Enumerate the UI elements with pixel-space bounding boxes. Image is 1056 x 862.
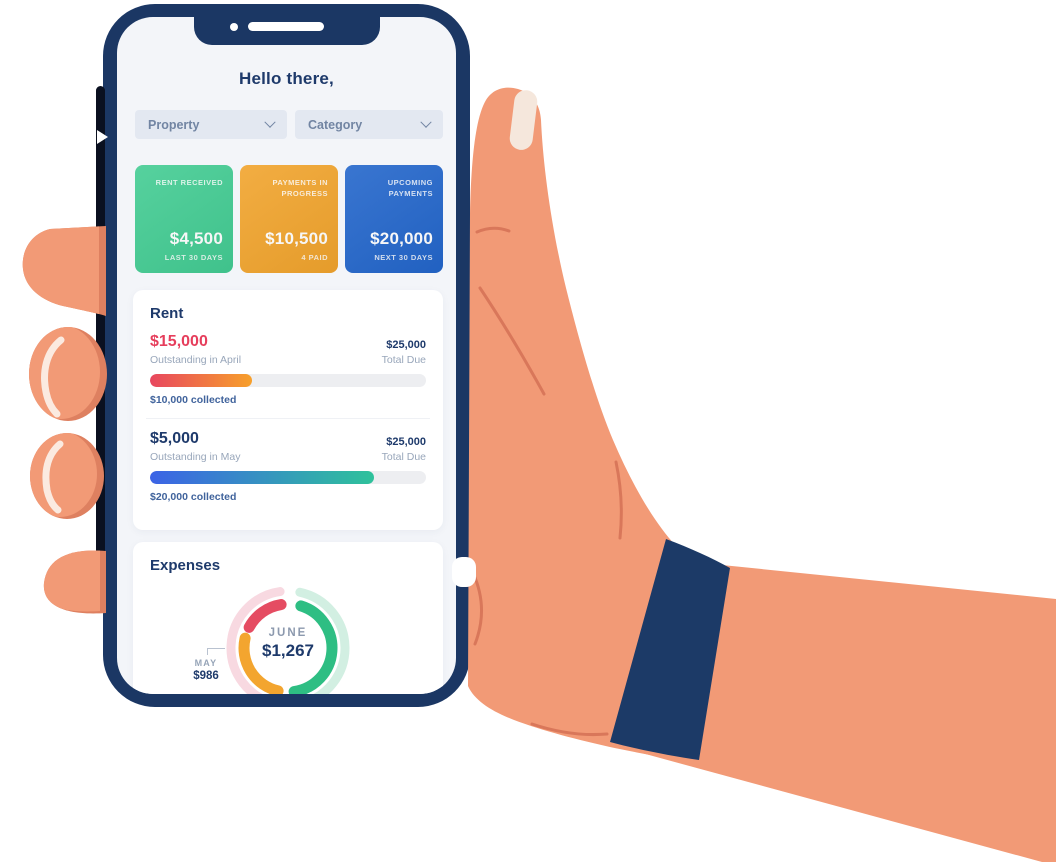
total-due-amount: $25,000 bbox=[386, 339, 426, 351]
rent-row-may: $5,000 $25,000 Outstanding in May Total … bbox=[150, 430, 426, 503]
fingertip-pinky bbox=[43, 550, 106, 614]
stat-label: UPCOMING PAYMENTS bbox=[387, 178, 433, 198]
stat-label: PAYMENTS IN PROGRESS bbox=[272, 178, 328, 198]
fingertip-ring bbox=[30, 433, 104, 519]
category-dropdown[interactable]: Category bbox=[295, 110, 443, 139]
thumb-nail bbox=[509, 90, 538, 150]
hand bbox=[468, 87, 736, 763]
callout-month: MAY bbox=[194, 658, 218, 668]
wristband bbox=[610, 539, 730, 760]
callout-leader-line bbox=[207, 648, 225, 655]
stat-card-payments-in-progress[interactable]: PAYMENTS IN PROGRESS $10,500 4 PAID bbox=[240, 165, 338, 273]
finger-nail bbox=[42, 440, 64, 514]
donut-month: JUNE bbox=[268, 627, 308, 639]
stat-label: RENT RECEIVED bbox=[155, 178, 223, 187]
rent-progress-track bbox=[150, 471, 426, 484]
stat-sublabel: 4 PAID bbox=[301, 253, 328, 262]
property-dropdown-label: Property bbox=[148, 117, 200, 132]
arm bbox=[616, 565, 1056, 862]
stat-card-rent-received[interactable]: RENT RECEIVED $4,500 LAST 30 DAYS bbox=[135, 165, 233, 273]
donut-center-label: JUNE $1,267 bbox=[213, 627, 363, 661]
page-title: Hello there, bbox=[239, 69, 334, 88]
chevron-down-icon bbox=[264, 116, 276, 128]
stat-card-upcoming-payments[interactable]: UPCOMING PAYMENTS $20,000 NEXT 30 DAYS bbox=[345, 165, 443, 273]
outstanding-amount: $5,000 bbox=[150, 430, 199, 447]
expenses-panel-title: Expenses bbox=[150, 557, 221, 574]
rent-row-april: $15,000 $25,000 Outstanding in April Tot… bbox=[150, 333, 426, 406]
hand-creases bbox=[471, 226, 623, 737]
stat-card-row: RENT RECEIVED $4,500 LAST 30 DAYS PAYMEN… bbox=[135, 165, 443, 273]
donut-segment-june-green bbox=[288, 600, 338, 694]
donut-segment-may-pink bbox=[226, 587, 285, 694]
divider bbox=[146, 418, 430, 419]
collected-label: $20,000 collected bbox=[150, 491, 237, 503]
donut-segment-june-orange bbox=[238, 632, 284, 694]
property-dropdown[interactable]: Property bbox=[135, 110, 287, 139]
outstanding-amount: $15,000 bbox=[150, 333, 208, 350]
filter-row: Property Category bbox=[135, 110, 443, 139]
phone-notch bbox=[193, 17, 380, 45]
expenses-donut-chart bbox=[226, 587, 350, 694]
category-dropdown-label: Category bbox=[308, 117, 363, 132]
chevron-down-icon bbox=[420, 116, 432, 128]
collected-label: $10,000 collected bbox=[150, 394, 237, 406]
donut-amount: $1,267 bbox=[262, 641, 314, 660]
outstanding-label: Outstanding in April bbox=[150, 354, 242, 366]
donut-segment-june-red bbox=[243, 599, 287, 633]
may-callout: MAY $986 bbox=[189, 648, 225, 682]
callout-value: $986 bbox=[193, 670, 219, 682]
expenses-panel: Expenses JUNE $1,267 MAY $986 bbox=[133, 542, 443, 694]
rent-progress-track bbox=[150, 374, 426, 387]
rent-panel: Rent $15,000 $25,000 Outstanding in Apri… bbox=[133, 290, 443, 530]
total-due-label: Total Due bbox=[381, 451, 426, 463]
total-due-label: Total Due bbox=[381, 354, 426, 366]
rent-panel-title: Rent bbox=[150, 305, 184, 322]
stat-sublabel: LAST 30 DAYS bbox=[164, 253, 223, 262]
donut-segment-may-green bbox=[295, 587, 350, 694]
camera-icon bbox=[229, 23, 238, 31]
phone-screen: Hello there, Property Category RENT RECE… bbox=[117, 17, 456, 694]
stat-amount: $4,500 bbox=[169, 229, 223, 248]
outstanding-label: Outstanding in May bbox=[150, 451, 241, 463]
stat-amount: $10,500 bbox=[265, 229, 328, 248]
speaker-grille bbox=[247, 22, 324, 31]
rent-progress-fill bbox=[150, 374, 253, 387]
stat-amount: $20,000 bbox=[370, 229, 433, 248]
rent-progress-fill bbox=[150, 471, 374, 484]
total-due-amount: $25,000 bbox=[386, 436, 426, 448]
finger-nail bbox=[41, 336, 65, 418]
phone-frame: Hello there, Property Category RENT RECE… bbox=[103, 4, 470, 707]
fingertip-middle bbox=[29, 327, 107, 421]
fingertip-index bbox=[22, 226, 106, 316]
stat-sublabel: NEXT 30 DAYS bbox=[374, 253, 433, 262]
